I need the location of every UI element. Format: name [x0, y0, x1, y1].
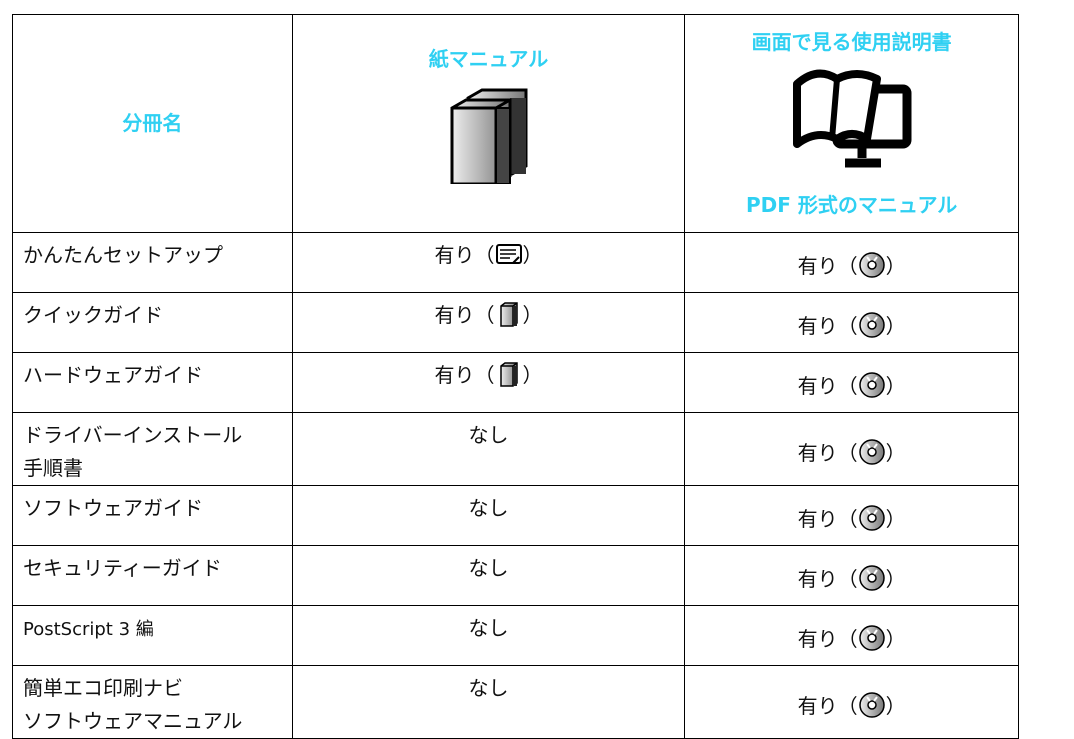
name: ソフトウェアガイド	[12, 485, 293, 546]
paper-text: なし	[468, 676, 509, 700]
row: 簡単エコ印刷ナビ ソフトウェアマニュアル なし 有り（ ）	[12, 665, 1019, 739]
row: セキュリティーガイド なし 有り（ ）	[12, 545, 1019, 606]
screen-text: 有り（	[797, 693, 858, 718]
screen-text: ）	[885, 693, 906, 718]
screen-text: 有り（	[797, 567, 858, 591]
name-text: ドライバーインストール	[23, 423, 243, 447]
name-text: 簡単エコ印刷ナビ	[23, 676, 183, 700]
screen-icon	[792, 69, 912, 167]
screen: 有り（ ）	[684, 485, 1019, 546]
cd-icon	[858, 691, 886, 719]
page: 分冊名 紙マニュアル 画面で見る使用説明書 PDF 形式のマニュアル かんたんセ…	[12, 14, 1019, 739]
paper: 有り（ ）	[291, 232, 686, 293]
row: ソフトウェアガイド なし 有り（ ）	[12, 485, 1019, 546]
paper-text: なし	[468, 616, 509, 640]
row: ハードウェアガイド 有り（ ） 有り（ ）	[12, 352, 1019, 413]
cd-icon	[858, 371, 886, 399]
screen-text: 有り（	[797, 314, 858, 338]
name: セキュリティーガイド	[12, 545, 293, 606]
row: クイックガイド 有り（ ） 有り（ ）	[12, 292, 1019, 353]
header-row: 分冊名 紙マニュアル 画面で見る使用説明書 PDF 形式のマニュアル	[12, 14, 1019, 233]
row: ドライバーインストール 手順書 なし 有り（ ）	[12, 412, 1019, 486]
paper-text: 有り（	[434, 243, 495, 267]
screen: 有り（ ）	[684, 605, 1019, 666]
cd-icon	[858, 504, 886, 532]
header-paper-label: 紙マニュアル	[428, 47, 549, 71]
book-icon	[495, 360, 523, 388]
name: PostScript 3 編	[12, 605, 293, 666]
cd-icon	[858, 438, 886, 466]
name-text: PostScript 3 編	[23, 619, 154, 640]
screen-text: 有り（	[797, 440, 858, 465]
name: ハードウェアガイド	[12, 352, 293, 413]
header-screen: 画面で見る使用説明書 PDF 形式のマニュアル	[684, 14, 1019, 233]
paper: なし	[291, 665, 686, 739]
screen-text: ）	[885, 507, 906, 531]
header-name: 分冊名	[12, 14, 293, 233]
paper-text: 有り（	[434, 303, 495, 327]
name-text: ソフトウェアマニュアル	[23, 709, 243, 733]
screen-text: 有り（	[797, 627, 858, 651]
paper: 有り（ ）	[291, 292, 686, 353]
screen-text: ）	[885, 440, 906, 465]
paper: 有り（ ）	[291, 352, 686, 413]
screen-text: 有り（	[797, 507, 858, 531]
name-text: セキュリティーガイド	[23, 556, 222, 580]
sheet-icon	[495, 240, 523, 268]
screen-text: 有り（	[797, 374, 858, 398]
screen-text: ）	[885, 254, 906, 278]
name-text: クイックガイド	[23, 303, 163, 327]
cd-icon	[858, 251, 886, 279]
paper: なし	[291, 545, 686, 606]
manual-table: 分冊名 紙マニュアル 画面で見る使用説明書 PDF 形式のマニュアル かんたんセ…	[12, 14, 1019, 739]
header-screen-format: PDF 形式のマニュアル	[745, 192, 958, 217]
paper-text: なし	[468, 423, 509, 447]
screen-text: ）	[885, 314, 906, 338]
cd-icon	[858, 311, 886, 339]
screen-text: ）	[885, 374, 906, 398]
screen: 有り（ ）	[684, 232, 1019, 293]
screen-text: ）	[885, 567, 906, 591]
header-screen-label: 画面で見る使用説明書	[751, 29, 952, 54]
paper-text: なし	[468, 556, 509, 580]
name-text: 手順書	[23, 456, 83, 480]
paper-text: ）	[522, 243, 543, 267]
screen: 有り（ ）	[684, 665, 1019, 739]
paper-text: なし	[468, 496, 509, 520]
paper: なし	[291, 605, 686, 666]
name-text: ソフトウェアガイド	[23, 496, 203, 520]
paper-text: ）	[522, 363, 543, 387]
header-paper: 紙マニュアル	[291, 14, 686, 233]
cd-icon	[858, 564, 886, 592]
screen: 有り（ ）	[684, 545, 1019, 606]
row: かんたんセットアップ 有り（ ） 有り（ ）	[12, 232, 1019, 293]
paper-icon	[450, 88, 527, 186]
name: かんたんセットアップ	[12, 232, 293, 293]
book-icon	[495, 300, 523, 328]
name: 簡単エコ印刷ナビソフトウェアマニュアル	[12, 665, 293, 739]
name: クイックガイド	[12, 292, 293, 353]
screen: 有り（ ）	[684, 412, 1019, 486]
paper: なし	[291, 412, 686, 486]
name: ドライバーインストール 手順書	[12, 412, 293, 486]
name-text: かんたんセットアップ	[23, 243, 223, 267]
paper-text: 有り（	[434, 363, 495, 387]
paper: なし	[291, 485, 686, 546]
paper-text: ）	[522, 303, 543, 327]
cd-icon	[858, 624, 886, 652]
name-text: ハードウェアガイド	[23, 363, 203, 387]
screen: 有り（ ）	[684, 352, 1019, 413]
screen: 有り（ ）	[684, 292, 1019, 353]
screen-text: 有り（	[797, 254, 858, 278]
row: PostScript 3 編 なし 有り（ ）	[12, 605, 1019, 666]
screen-text: ）	[885, 627, 906, 651]
